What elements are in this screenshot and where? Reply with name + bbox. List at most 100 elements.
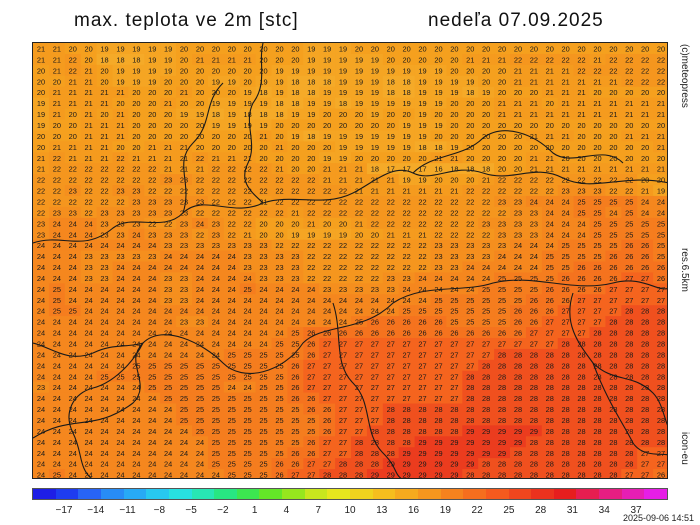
- temperature-cell: [510, 119, 527, 132]
- temperature-value: 22: [180, 187, 188, 196]
- temperature-cell: [48, 152, 66, 164]
- temperature-cell: [255, 348, 273, 361]
- temperature-value: 21: [625, 99, 633, 108]
- temperature-value: 26: [434, 329, 442, 338]
- temperature-cell: [207, 272, 225, 284]
- temperature-value: 28: [450, 405, 458, 414]
- temperature-cell: [430, 53, 447, 66]
- temperature-value: 26: [323, 427, 331, 436]
- temperature-value: 21: [498, 110, 506, 119]
- temperature-cell: [255, 75, 273, 88]
- temperature-value: 28: [387, 416, 395, 425]
- temperature-value: 21: [275, 165, 283, 174]
- temperature-cell: [557, 294, 575, 306]
- temperature-cell: [255, 130, 273, 142]
- temperature-map[interactable]: 21 21 20 20 19 19 19 19 19 20 20 20 20 20 20 20 20 19 19 19…: [32, 42, 668, 479]
- temperature-value: 19: [228, 121, 236, 130]
- temperature-value: 28: [498, 361, 506, 370]
- temperature-cell: [398, 217, 416, 230]
- temperature-cell: [223, 185, 241, 197]
- temperature-value: 28: [530, 416, 538, 425]
- temperature-cell: [494, 86, 511, 99]
- temperature-cell: [223, 130, 241, 142]
- temperature-value: 20: [609, 45, 617, 54]
- temperature-value: 28: [562, 405, 570, 414]
- temperature-value: 26: [307, 350, 315, 359]
- temperature-value: 28: [530, 361, 538, 370]
- temperature-value: 22: [339, 241, 347, 250]
- temperature-cell: [414, 130, 432, 142]
- color-scale-segment: [78, 489, 102, 499]
- temperature-value: 20: [450, 110, 458, 119]
- temperature-cell: [64, 239, 82, 252]
- temperature-value: 28: [593, 449, 601, 458]
- temperature-cell: [33, 403, 50, 416]
- temperature-value: 20: [323, 219, 331, 228]
- temperature-cell: [510, 447, 527, 459]
- temperature-cell: [239, 195, 257, 208]
- temperature-value: 28: [577, 383, 585, 392]
- temperature-value: 27: [546, 340, 554, 349]
- temperature-value: 25: [577, 241, 585, 250]
- temperature-cell: [525, 163, 543, 175]
- temperature-cell: [541, 392, 559, 405]
- temperature-cell: [255, 174, 273, 186]
- temperature-cell: [541, 119, 559, 132]
- temperature-cell: [207, 185, 225, 197]
- temperature-value: 24: [164, 318, 172, 327]
- temperature-cell: [351, 206, 368, 219]
- temperature-value: 20: [228, 66, 236, 75]
- temperature-value: 25: [244, 471, 252, 479]
- temperature-value: 24: [37, 241, 45, 250]
- temperature-cell: [271, 447, 288, 459]
- temperature-value: 21: [339, 176, 347, 185]
- temperature-cell: [144, 261, 161, 274]
- temperature-cell: [176, 403, 193, 416]
- temperature-value: 28: [641, 383, 649, 392]
- temperature-value: 25: [434, 296, 442, 305]
- temperature-cell: [64, 305, 82, 317]
- temperature-value: 24: [116, 296, 124, 305]
- temperature-value: 26: [291, 383, 299, 392]
- temperature-cell: [621, 414, 638, 426]
- temperature-cell: [239, 43, 257, 55]
- temperature-value: 20: [530, 88, 538, 97]
- temperature-value: 20: [450, 66, 458, 75]
- temperature-cell: [446, 75, 463, 88]
- temperature-value: 27: [323, 438, 331, 447]
- temperature-cell: [207, 469, 225, 478]
- temperature-value: 28: [625, 340, 633, 349]
- temperature-cell: [160, 97, 177, 110]
- temperature-cell: [653, 217, 667, 230]
- temperature-value: 24: [546, 241, 554, 250]
- temperature-cell: [223, 174, 241, 186]
- temperature-cell: [366, 337, 384, 350]
- temperature-cell: [64, 403, 82, 416]
- temperature-value: 17: [403, 165, 411, 174]
- temperature-cell: [255, 152, 273, 164]
- temperature-cell: [64, 228, 82, 241]
- country-border-line: [182, 82, 224, 214]
- temperature-value: 21: [562, 132, 570, 141]
- temperature-value: 24: [339, 307, 347, 316]
- temperature-cell: [144, 272, 161, 284]
- temperature-cell: [653, 414, 667, 426]
- temperature-value: 23: [434, 263, 442, 272]
- temperature-value: 21: [593, 110, 601, 119]
- temperature-value: 28: [530, 438, 538, 447]
- temperature-cell: [621, 272, 638, 284]
- temperature-value: 20: [562, 143, 570, 152]
- temperature-cell: [366, 119, 384, 132]
- temperature-value: 24: [116, 471, 124, 479]
- temperature-cell: [112, 228, 129, 241]
- temperature-value: 20: [641, 143, 649, 152]
- color-scale-segment: [576, 489, 600, 499]
- temperature-cell: [351, 458, 368, 470]
- temperature-cell: [446, 327, 463, 339]
- temperature-value: 28: [482, 394, 490, 403]
- temperature-value: 20: [657, 154, 665, 163]
- temperature-cell: [525, 425, 543, 437]
- temperature-value: 25: [498, 274, 506, 283]
- temperature-cell: [398, 163, 416, 175]
- temperature-cell: [621, 348, 638, 361]
